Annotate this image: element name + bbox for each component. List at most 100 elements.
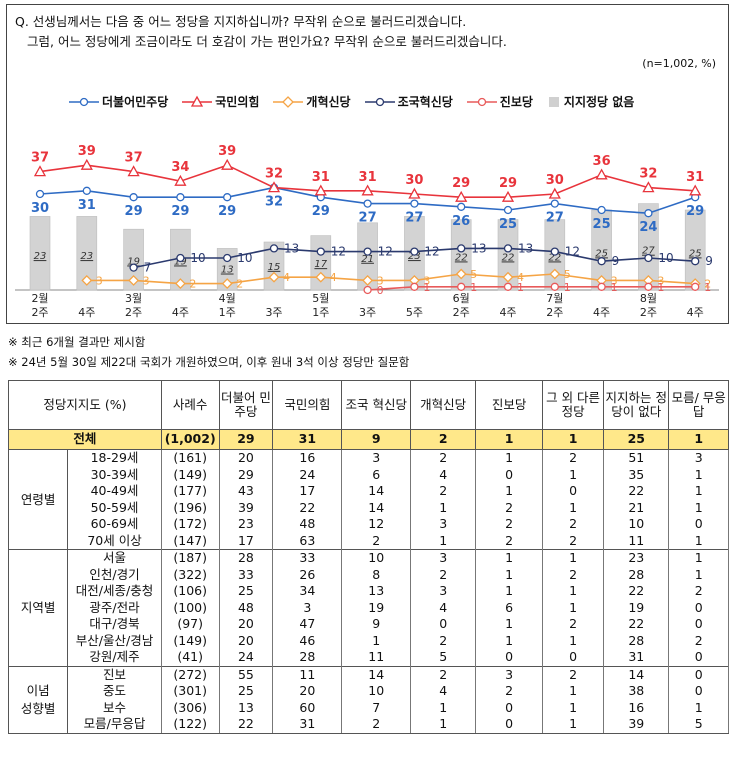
table-cell: 0 — [541, 649, 605, 666]
table-cell: 20 — [218, 449, 274, 467]
table-cell: 1 — [541, 499, 605, 516]
table-cell: 14 — [341, 499, 412, 516]
x-tick-month: 5월 — [312, 292, 329, 305]
data-label: 29 — [171, 204, 189, 219]
legend-item: 지지정당 없음 — [547, 93, 634, 110]
bar-label: 15 — [268, 262, 281, 273]
table-cell: 0 — [410, 616, 477, 633]
table-row: 30-39세 (149) 29 24 6 4 0 1 35 1 — [9, 466, 729, 483]
data-label: 4 — [283, 271, 290, 284]
data-point — [362, 274, 374, 286]
table-row: 강원/제주 (41) 24 28 11 5 0 0 31 0 — [9, 649, 729, 666]
question-line-2: 그럼, 어느 정당에게 조금이라도 더 호감이 가는 편인가요? 무작위 순으로… — [27, 34, 507, 49]
data-point — [129, 263, 138, 272]
table-cell: 11 — [341, 649, 412, 666]
table-cell: 3 — [272, 599, 343, 616]
table-cell: 60 — [272, 699, 343, 716]
legend-label: 조국혁신당 — [397, 95, 453, 109]
bar-no-party — [29, 216, 51, 291]
x-tick-week: 2주 — [31, 306, 48, 319]
table-cell: 1 — [541, 429, 605, 450]
table-cell: 1 — [475, 429, 543, 450]
legend-marker — [466, 97, 497, 106]
x-tick-week: 1주 — [219, 306, 236, 319]
table-cell: 3 — [668, 449, 729, 467]
data-point — [644, 209, 653, 218]
table-cell: 2 — [475, 683, 543, 700]
table-cell: 13 — [341, 583, 412, 600]
sample-size: (322) — [160, 566, 220, 583]
x-tick-week: 4주 — [78, 306, 95, 319]
table-cell: 22 — [603, 583, 670, 600]
table-row: 대전/세종/충청 (106) 25 34 13 3 1 1 22 2 — [9, 583, 729, 600]
bar-label: 19 — [127, 256, 140, 267]
sample-size: (1,002) — [160, 429, 220, 450]
sample-size: (177) — [160, 483, 220, 500]
data-label: 12 — [565, 245, 580, 259]
data-point — [223, 253, 232, 263]
table-cell: 23 — [603, 549, 670, 567]
table-cell: 33 — [218, 566, 274, 583]
table-cell: 1 — [475, 566, 543, 583]
bar-no-party — [310, 235, 332, 291]
data-label: 4 — [330, 271, 337, 284]
table-cell: 2 — [341, 716, 412, 734]
data-point — [268, 271, 280, 283]
sample-size: (122) — [160, 716, 220, 734]
data-label: 32 — [265, 167, 283, 182]
table-cell: 1 — [668, 549, 729, 567]
table-cell: 8 — [341, 566, 412, 583]
row-label: 부산/울산/경남 — [67, 632, 162, 649]
data-label: 1 — [423, 281, 430, 294]
data-point — [550, 282, 559, 291]
row-label: 대전/세종/충청 — [67, 583, 162, 600]
column-header: 국민의힘 — [272, 380, 343, 430]
table-cell: 14 — [341, 483, 412, 500]
table-cell: 1 — [475, 583, 543, 600]
table-cell: 28 — [218, 549, 274, 567]
sample-size: (187) — [160, 549, 220, 567]
table-cell: 11 — [603, 532, 670, 550]
table-cell: 11 — [272, 665, 343, 683]
series-line — [367, 285, 696, 291]
data-point — [315, 271, 327, 283]
x-tick-week: 1주 — [312, 306, 329, 319]
legend-label: 지지정당 없음 — [563, 95, 635, 109]
data-point — [691, 282, 700, 291]
table-cell: 6 — [475, 599, 543, 616]
table-cell: 1 — [668, 429, 729, 450]
table-row: 지역별 서울 (187) 28 33 10 3 1 1 23 1 — [7, 549, 729, 667]
sample-size: (147) — [160, 532, 220, 550]
data-label: 30 — [546, 173, 564, 188]
data-label: 39 — [218, 144, 236, 159]
x-tick-month: 6월 — [453, 292, 470, 305]
row-label: 60-69세 — [67, 516, 162, 533]
table-cell: 1 — [475, 616, 543, 633]
data-label: 29 — [125, 204, 143, 219]
row-label: 50-59세 — [67, 499, 162, 516]
data-label: 10 — [658, 251, 673, 265]
sample-size: (106) — [160, 583, 220, 600]
table-cell: 1 — [541, 699, 605, 716]
data-label: 13 — [471, 241, 486, 255]
data-label: 10 — [237, 251, 252, 265]
table-cell: 1 — [668, 699, 729, 716]
table-cell: 2 — [475, 499, 543, 516]
sample-size: (306) — [160, 699, 220, 716]
legend-marker — [69, 97, 99, 106]
x-tick-month: 8월 — [640, 292, 657, 305]
x-tick-month: 7월 — [546, 292, 563, 305]
table-cell: 1 — [668, 532, 729, 550]
table-cell: 34 — [272, 583, 343, 600]
table-cell: 10 — [341, 549, 412, 567]
chart-panel: Q. 선생님께서는 다음 중 어느 정당을 지지하십니까? 무작위 순으로 불러… — [6, 4, 729, 324]
note-2: ※ 24년 5월 30일 제22대 국회가 개원하였으며, 이후 원내 3석 이… — [8, 355, 410, 369]
table-cell: 2 — [541, 449, 605, 467]
legend-label: 국민의힘 — [215, 95, 260, 109]
table-cell: 14 — [603, 665, 670, 683]
table-cell: 39 — [603, 716, 670, 734]
table-cell: 1 — [410, 716, 477, 734]
table-cell: 1 — [668, 566, 729, 583]
x-tick-week: 2주 — [640, 306, 657, 319]
x-tick-week: 2주 — [125, 306, 142, 319]
